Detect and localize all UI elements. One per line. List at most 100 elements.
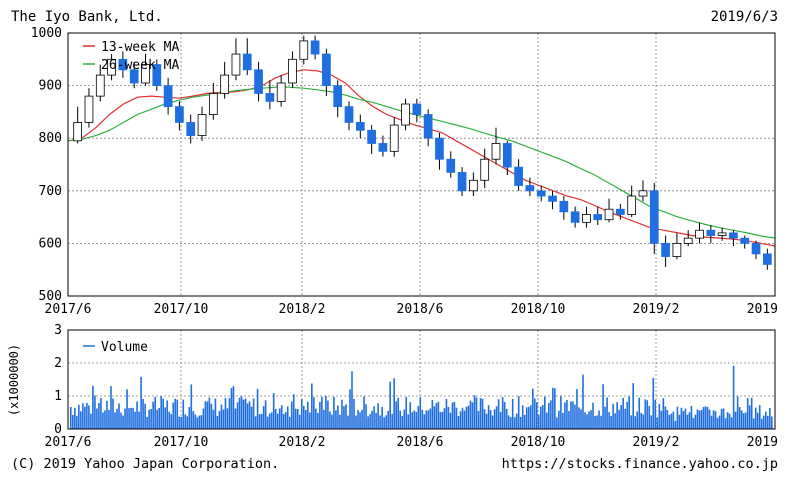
volume-bar bbox=[292, 394, 295, 429]
volume-bar bbox=[421, 409, 424, 429]
candle-down bbox=[129, 69, 139, 84]
volume-bar bbox=[640, 412, 643, 429]
volume-x-tick-label: 2019/2 bbox=[633, 435, 680, 450]
volume-bar bbox=[738, 407, 741, 429]
volume-bar bbox=[493, 409, 496, 429]
volume-bar bbox=[311, 383, 313, 429]
volume-bar bbox=[752, 418, 755, 429]
volume-bar bbox=[618, 409, 620, 429]
candle-up bbox=[717, 232, 727, 236]
volume-bar bbox=[465, 406, 468, 429]
volume-bar bbox=[622, 398, 624, 429]
volume-bar bbox=[128, 408, 130, 429]
candle-down bbox=[706, 229, 716, 236]
volume-bar bbox=[702, 406, 705, 429]
volume-bar bbox=[760, 418, 763, 429]
price-x-tick-label: 2018/2 bbox=[279, 302, 326, 317]
volume-bar bbox=[507, 415, 510, 429]
candle-down bbox=[152, 64, 162, 86]
volume-bar bbox=[574, 404, 576, 429]
volume-bar bbox=[429, 408, 432, 429]
volume-bar bbox=[431, 399, 434, 429]
volume-bar bbox=[198, 415, 201, 429]
volume-bar bbox=[690, 405, 693, 429]
candle-up bbox=[638, 190, 648, 197]
volume-bar bbox=[612, 403, 614, 429]
volume-bar bbox=[540, 406, 542, 429]
volume-bar bbox=[654, 399, 657, 429]
volume-bar bbox=[276, 413, 279, 429]
volume-x-tick-label: 2019 bbox=[747, 435, 778, 450]
volume-bar bbox=[399, 410, 402, 429]
volume-bar bbox=[425, 410, 428, 429]
volume-bar bbox=[309, 412, 311, 429]
candle-up bbox=[491, 143, 501, 160]
volume-bar bbox=[546, 412, 548, 429]
candle-down bbox=[378, 143, 388, 152]
volume-bars bbox=[70, 365, 773, 429]
volume-bar bbox=[108, 409, 110, 429]
volume-bar bbox=[638, 397, 641, 429]
volume-bar bbox=[114, 412, 116, 429]
candle-up bbox=[288, 58, 297, 84]
volume-bar bbox=[184, 414, 187, 429]
candle-up bbox=[231, 53, 241, 76]
volume-bar bbox=[361, 409, 363, 429]
volume-bar bbox=[331, 414, 333, 429]
volume-bar bbox=[672, 411, 675, 429]
volume-bar bbox=[204, 401, 207, 429]
volume-bar bbox=[750, 397, 753, 429]
volume-bar bbox=[381, 407, 383, 429]
volume-bar bbox=[636, 411, 639, 429]
volume-bar bbox=[270, 412, 273, 429]
volume-bar bbox=[315, 408, 317, 429]
candle-up bbox=[389, 124, 399, 152]
volume-bar bbox=[353, 398, 355, 429]
volume-bar bbox=[570, 401, 572, 429]
volume-bar bbox=[542, 404, 544, 429]
volume-bar bbox=[403, 409, 406, 429]
price-x-tick-label: 2018/6 bbox=[397, 302, 444, 317]
candle-up bbox=[299, 40, 309, 60]
volume-bar bbox=[397, 397, 400, 429]
volume-bar bbox=[435, 403, 438, 429]
volume-bar bbox=[192, 411, 195, 429]
volume-bar bbox=[333, 396, 335, 429]
candle-down bbox=[118, 58, 128, 71]
volume-bar bbox=[80, 411, 82, 429]
volume-bar bbox=[728, 413, 731, 429]
volume-bar bbox=[302, 405, 305, 429]
volume-bar bbox=[479, 398, 482, 429]
volume-bar bbox=[648, 405, 651, 429]
candle-down bbox=[740, 237, 750, 244]
volume-bar bbox=[447, 406, 450, 429]
candle-up bbox=[672, 242, 682, 257]
volume-bar bbox=[660, 410, 663, 429]
volume-bar bbox=[505, 408, 508, 429]
volume-bar bbox=[658, 404, 661, 429]
candle-down bbox=[186, 122, 196, 136]
volume-bar bbox=[172, 402, 175, 429]
volume-bar bbox=[405, 397, 408, 429]
volume-bar bbox=[509, 417, 512, 429]
candle-down bbox=[435, 137, 444, 160]
volume-bar bbox=[242, 399, 245, 429]
volume-bar bbox=[180, 416, 183, 429]
volume-bar bbox=[282, 413, 285, 429]
volume-bar bbox=[373, 406, 375, 429]
volume-bar bbox=[740, 410, 743, 429]
volume-bar bbox=[556, 417, 558, 429]
candle-down bbox=[423, 114, 433, 139]
candle-up bbox=[84, 95, 94, 123]
volume-bar bbox=[168, 411, 171, 429]
volume-bar bbox=[110, 386, 112, 429]
volume-bar bbox=[455, 407, 458, 429]
volume-bar bbox=[345, 404, 347, 429]
volume-bar bbox=[700, 409, 703, 429]
volume-bar bbox=[228, 398, 231, 429]
volume-bar bbox=[146, 416, 148, 429]
volume-bar bbox=[136, 401, 138, 429]
volume-bar bbox=[453, 401, 456, 429]
candle-down bbox=[457, 171, 467, 192]
volume-bar bbox=[624, 408, 626, 429]
